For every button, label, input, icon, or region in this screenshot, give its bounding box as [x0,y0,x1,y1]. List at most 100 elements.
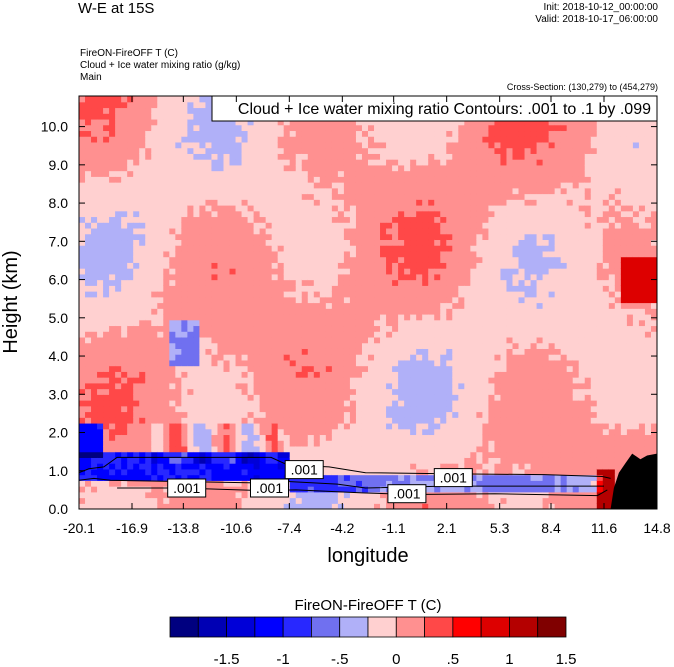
field-cell [458,394,465,401]
field-cell [91,233,98,241]
field-cell [157,222,164,229]
field-cell [446,170,453,177]
field-cell [494,491,502,499]
field-cell [374,451,381,458]
field-cell [133,382,140,390]
field-cell [115,313,122,321]
field-cell [446,377,453,384]
field-cell [458,313,465,321]
field-cell [434,302,441,309]
field-cell [361,291,369,298]
field-cell [464,279,471,286]
field-cell [103,268,110,275]
field-cell [85,182,92,189]
field-cell [79,451,86,458]
field-cell [217,204,225,212]
field-cell [470,325,477,332]
field-cell [199,325,207,332]
field-cell [470,354,477,361]
field-cell [253,319,261,327]
field-cell [416,474,423,481]
field-cell [187,262,194,269]
field-cell [331,227,339,235]
field-cell [199,107,207,114]
field-cell [361,463,369,470]
field-cell [325,491,333,499]
field-cell [85,245,92,252]
field-cell [301,141,309,149]
field-cell [235,302,243,309]
field-cell [145,480,152,487]
field-cell [476,480,483,487]
field-cell [169,176,176,183]
field-cell [187,411,194,418]
field-cell [470,480,477,487]
field-cell [494,503,502,509]
field-cell [199,279,207,286]
field-cell [325,262,333,269]
field-cell [386,325,393,332]
field-cell [163,325,170,332]
field-cell [247,222,255,229]
field-cell [488,388,496,395]
field-cell [157,101,164,109]
field-cell [349,359,357,367]
field-cell [247,359,255,367]
field-cell [319,141,327,149]
field-cell [91,331,98,338]
field-cell [193,388,201,395]
field-cell [464,285,471,292]
field-cell [482,118,490,126]
field-cell [193,101,201,109]
field-cell [199,445,207,453]
field-cell [115,336,122,344]
field-cell [476,434,483,441]
field-cell [145,445,152,453]
field-cell [151,210,158,218]
field-cell [410,233,417,241]
field-cell [307,159,315,166]
field-cell [488,118,496,126]
field-cell [133,239,140,246]
field-cell [253,336,261,344]
field-cell [452,348,459,355]
field-cell [349,193,357,200]
field-cell [361,136,369,143]
field-cell [313,486,321,493]
field-cell [223,159,231,166]
field-cell [361,262,369,269]
field-cell [193,153,201,160]
field-cell [115,463,122,470]
field-cell [434,279,441,286]
field-cell [157,153,164,160]
field-cell [151,394,158,401]
field-cell [416,468,423,476]
field-cell [109,118,116,126]
field-cell [361,233,369,241]
field-cell [307,354,315,361]
field-cell [103,130,110,137]
field-cell [343,262,351,269]
field-cell [91,474,98,481]
field-cell [109,342,116,349]
field-cell [343,204,351,212]
field-cell [398,302,405,309]
field-cell [127,245,134,252]
field-cell [103,96,110,103]
field-cell [295,245,303,252]
field-cell [241,296,249,304]
field-cell [307,503,315,509]
field-cell [452,164,459,172]
field-cell [265,233,273,241]
field-cell [157,474,164,481]
field-cell [97,262,104,269]
field-cell [380,319,387,327]
field-cell [247,124,255,132]
field-cell [416,273,423,281]
field-cell [337,285,345,292]
field-cell [223,336,231,344]
field-cell [289,405,297,413]
field-cell [241,348,249,355]
field-cell [331,199,339,206]
field-cell [199,210,207,218]
